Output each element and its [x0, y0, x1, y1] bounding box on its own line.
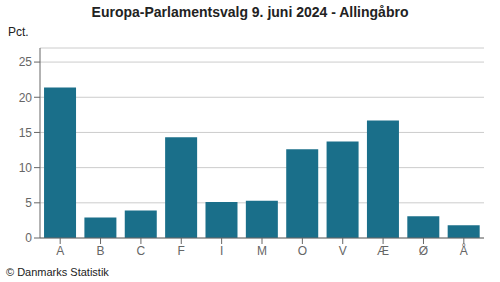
svg-text:5: 5 [25, 196, 32, 210]
svg-text:Æ: Æ [377, 244, 389, 258]
svg-text:M: M [257, 244, 267, 258]
svg-text:0: 0 [25, 231, 32, 245]
svg-text:Å: Å [460, 243, 468, 258]
svg-text:25: 25 [19, 55, 33, 69]
svg-text:20: 20 [19, 91, 33, 105]
svg-text:A: A [56, 244, 64, 258]
svg-text:C: C [137, 244, 146, 258]
svg-text:15: 15 [19, 126, 33, 140]
html-text:Pct.: Pct. [8, 25, 29, 39]
svg-text:B: B [97, 244, 105, 258]
html-text:© Danmarks Statistik: © Danmarks Statistik [6, 266, 109, 278]
svg-text:F: F [178, 244, 185, 258]
html-text:Europa-Parlamentsvalg 9. juni: Europa-Parlamentsvalg 9. juni 2024 - All… [91, 4, 409, 20]
svg-text:I: I [220, 244, 223, 258]
svg-text:V: V [339, 244, 347, 258]
svg-text:Ø: Ø [419, 244, 428, 258]
svg-text:10: 10 [19, 161, 33, 175]
svg-text:O: O [298, 244, 307, 258]
